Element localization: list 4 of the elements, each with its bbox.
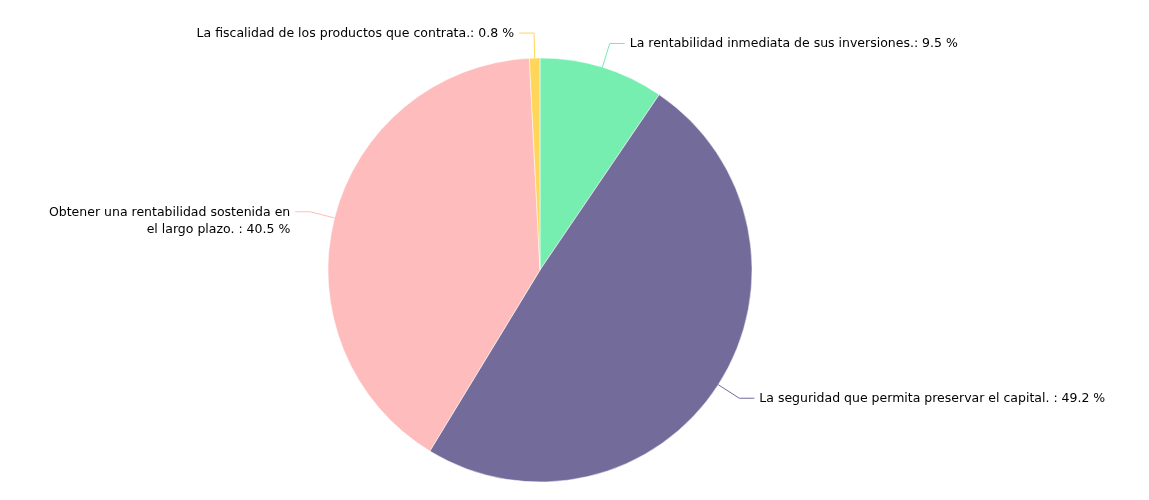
slice-label: La seguridad que permita preservar el capital. : 49.2 % bbox=[759, 390, 1106, 406]
slice-label: La fiscalidad de los productos que contrata.: 0.8 % bbox=[196, 25, 515, 41]
slice-label: La rentabilidad inmediata de sus inversiones.: 9.5 % bbox=[629, 35, 958, 51]
slice-label: Obtener una rentabilidad sostenida en el largo plazo. : 40.5 % bbox=[48, 203, 291, 236]
